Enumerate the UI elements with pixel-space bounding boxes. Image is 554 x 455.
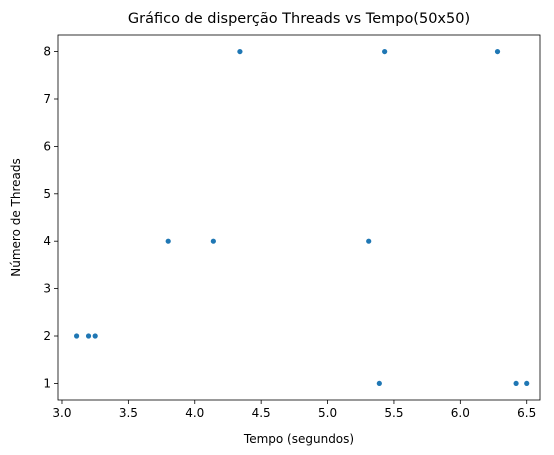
data-point	[165, 238, 171, 244]
x-tick-label: 4.0	[185, 406, 204, 420]
plot-frame	[57, 34, 541, 401]
y-tick-label: 2	[43, 329, 51, 343]
data-point	[382, 48, 388, 55]
chart-title: Gráfico de disperção Threads vs Tempo(50…	[128, 11, 470, 27]
data-point	[513, 380, 519, 387]
x-tick-label: 4.5	[252, 406, 271, 420]
data-point	[494, 48, 501, 55]
y-tick-label: 8	[43, 45, 51, 59]
x-axis-title: Tempo (segundos)	[243, 432, 354, 446]
data-point	[524, 380, 530, 387]
plot-area: 3.0 3.5 4.0 4.5 5.0 5.5 6.0 6.5 1 2 3 4 5 6 7 8	[43, 34, 541, 420]
x-tick-label: 6.0	[451, 406, 470, 420]
x-tick-label: 5.0	[318, 406, 337, 420]
data-point	[73, 333, 80, 339]
data-point	[92, 333, 98, 339]
y-tick-label: 5	[43, 187, 51, 201]
y-tick-label: 3	[43, 282, 51, 296]
data-point	[85, 333, 92, 339]
y-axis-title: Número de Threads	[9, 158, 23, 277]
data-point	[376, 380, 382, 387]
x-tick-label: 3.5	[119, 406, 138, 420]
y-tick-label: 6	[43, 139, 51, 153]
x-tick-label: 3.0	[52, 406, 71, 420]
x-tick-label: 5.5	[384, 406, 403, 420]
y-tick-label: 4	[43, 234, 51, 248]
data-point	[366, 238, 372, 244]
x-tick-label: 6.5	[517, 406, 536, 420]
data-point	[237, 48, 243, 55]
y-tick-label: 7	[43, 92, 51, 106]
data-point	[210, 238, 216, 244]
y-tick-label: 1	[43, 376, 51, 390]
